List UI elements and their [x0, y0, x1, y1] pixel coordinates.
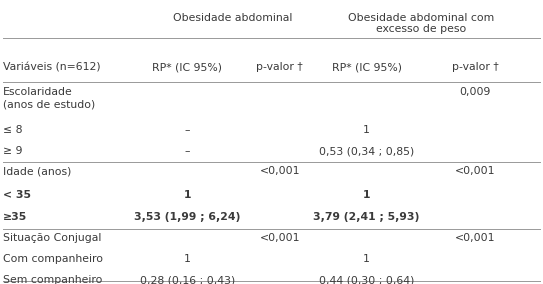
Text: Com companheiro: Com companheiro: [3, 254, 103, 264]
Text: –: –: [185, 146, 190, 156]
Text: 3,53 (1,99 ; 6,24): 3,53 (1,99 ; 6,24): [134, 212, 241, 222]
Text: 1: 1: [363, 190, 370, 200]
Text: Obesidade abdominal com
excesso de peso: Obesidade abdominal com excesso de peso: [348, 13, 494, 34]
Text: <0,001: <0,001: [260, 233, 300, 243]
Text: p-valor †: p-valor †: [452, 62, 498, 72]
Text: 1: 1: [184, 254, 191, 264]
Text: Variáveis (n=612): Variáveis (n=612): [3, 62, 100, 72]
Text: –: –: [185, 125, 190, 135]
Text: 0,28 (0,16 ; 0,43): 0,28 (0,16 ; 0,43): [140, 275, 235, 284]
Text: <0,001: <0,001: [455, 233, 495, 243]
Text: Situação Conjugal: Situação Conjugal: [3, 233, 101, 243]
Text: Escolaridade
(anos de estudo): Escolaridade (anos de estudo): [3, 87, 95, 109]
Text: Sem companheiro: Sem companheiro: [3, 275, 102, 284]
Text: <0,001: <0,001: [455, 166, 495, 176]
Text: Idade (anos): Idade (anos): [3, 166, 71, 176]
Text: 1: 1: [363, 254, 370, 264]
Text: ≥ 9: ≥ 9: [3, 146, 22, 156]
Text: 1: 1: [363, 125, 370, 135]
Text: ≤ 8: ≤ 8: [3, 125, 22, 135]
Text: p-valor †: p-valor †: [256, 62, 303, 72]
Text: Obesidade abdominal: Obesidade abdominal: [173, 13, 292, 23]
Text: 3,79 (2,41 ; 5,93): 3,79 (2,41 ; 5,93): [313, 212, 420, 222]
Text: RP* (IC 95%): RP* (IC 95%): [332, 62, 401, 72]
Text: 0,53 (0,34 ; 0,85): 0,53 (0,34 ; 0,85): [319, 146, 414, 156]
Text: <0,001: <0,001: [260, 166, 300, 176]
Text: 1: 1: [184, 190, 191, 200]
Text: RP* (IC 95%): RP* (IC 95%): [153, 62, 222, 72]
Text: < 35: < 35: [3, 190, 31, 200]
Text: ≥35: ≥35: [3, 212, 27, 222]
Text: 0,009: 0,009: [459, 87, 491, 97]
Text: 0,44 (0,30 ; 0,64): 0,44 (0,30 ; 0,64): [319, 275, 414, 284]
